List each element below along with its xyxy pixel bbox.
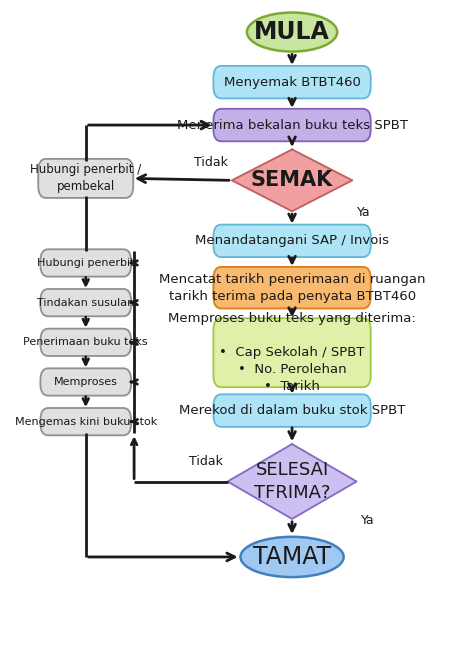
Text: Memproses: Memproses <box>54 377 117 387</box>
Text: Mengemas kini buku stok: Mengemas kini buku stok <box>15 417 157 426</box>
Text: Merekod di dalam buku stok SPBT: Merekod di dalam buku stok SPBT <box>178 404 404 417</box>
Text: Menerima bekalan buku teks SPBT: Menerima bekalan buku teks SPBT <box>176 119 407 132</box>
FancyBboxPatch shape <box>40 249 131 277</box>
Text: Mencatat tarikh penerimaan di ruangan
tarikh terima pada penyata BTBT460: Mencatat tarikh penerimaan di ruangan ta… <box>158 273 425 302</box>
Text: Penerimaan buku teks: Penerimaan buku teks <box>23 337 148 347</box>
Text: SELESAI
TFRIMA?: SELESAI TFRIMA? <box>253 461 329 502</box>
Polygon shape <box>232 150 351 211</box>
FancyBboxPatch shape <box>213 66 370 98</box>
Text: Menandatangani SAP / Invois: Menandatangani SAP / Invois <box>195 234 388 247</box>
Text: Memproses buku teks yang diterima:

•  Cap Sekolah / SPBT
•  No. Perolehan
•  Ta: Memproses buku teks yang diterima: • Cap… <box>168 312 415 393</box>
Text: Tindakan susulan: Tindakan susulan <box>37 298 134 308</box>
FancyBboxPatch shape <box>213 318 370 387</box>
FancyBboxPatch shape <box>40 329 131 356</box>
Ellipse shape <box>240 537 343 577</box>
Text: Tidak: Tidak <box>193 156 227 169</box>
Text: Ya: Ya <box>356 206 369 219</box>
FancyBboxPatch shape <box>40 368 131 396</box>
Text: MULA: MULA <box>253 20 329 44</box>
Text: Menyemak BTBT460: Menyemak BTBT460 <box>223 75 360 89</box>
Text: SEMAK: SEMAK <box>250 171 333 190</box>
FancyBboxPatch shape <box>213 267 370 308</box>
Text: TAMAT: TAMAT <box>253 545 330 569</box>
FancyBboxPatch shape <box>213 224 370 257</box>
FancyBboxPatch shape <box>213 394 370 427</box>
Text: Tidak: Tidak <box>189 455 223 468</box>
Text: Ya: Ya <box>360 514 374 527</box>
Text: Hubungi penerbit /
pembekal: Hubungi penerbit / pembekal <box>30 163 141 194</box>
Polygon shape <box>227 444 356 519</box>
Ellipse shape <box>247 12 336 52</box>
FancyBboxPatch shape <box>40 289 131 316</box>
FancyBboxPatch shape <box>40 408 131 436</box>
Text: Hubungi penerbit: Hubungi penerbit <box>37 258 134 268</box>
FancyBboxPatch shape <box>38 159 133 198</box>
FancyBboxPatch shape <box>213 109 370 141</box>
